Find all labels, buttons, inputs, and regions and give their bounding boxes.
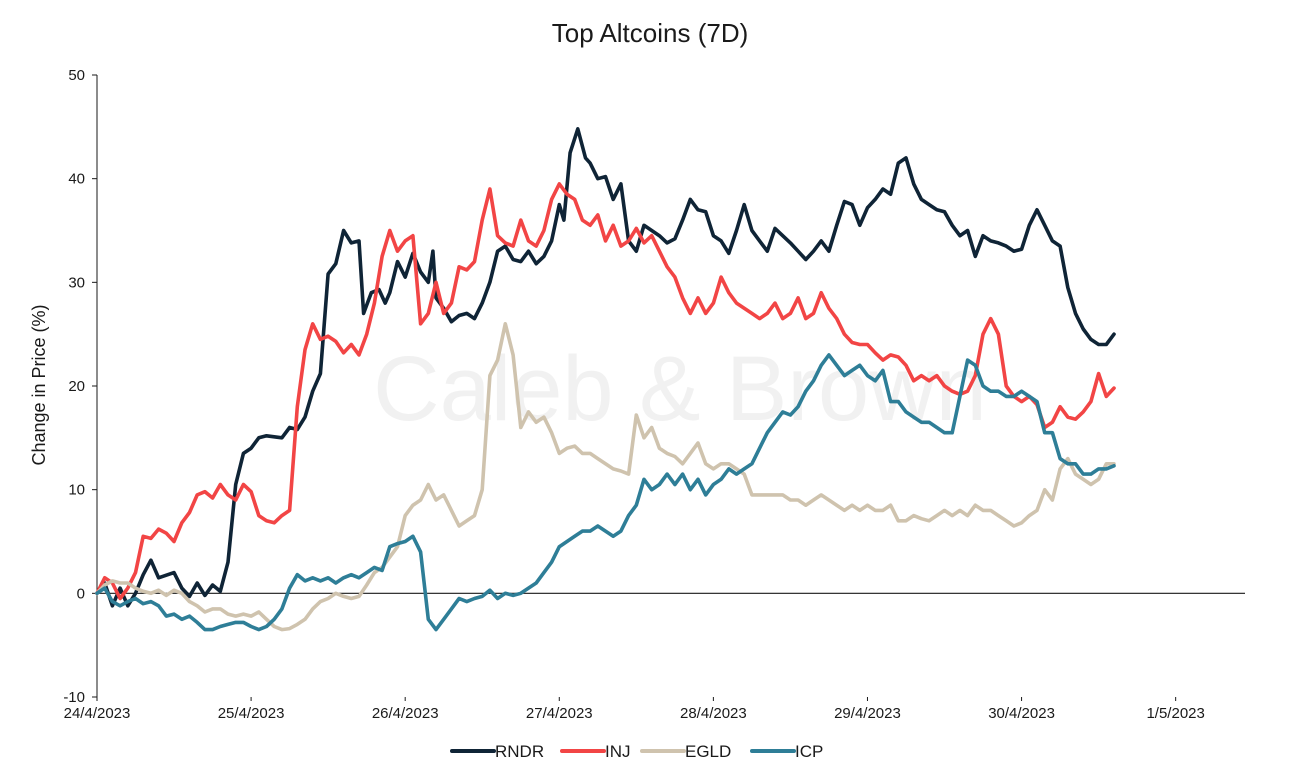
legend-label-rndr: RNDR xyxy=(495,742,544,761)
series-lines xyxy=(95,127,1116,632)
y-tick-label: -10 xyxy=(63,689,85,706)
y-axis-label: Change in Price (%) xyxy=(29,304,49,465)
y-tick-label: 10 xyxy=(68,482,85,499)
x-tick-label: 27/4/2023 xyxy=(526,705,593,722)
series-line-egld xyxy=(95,322,1116,632)
series-line-rndr xyxy=(95,127,1116,608)
x-tick-label: 26/4/2023 xyxy=(372,705,439,722)
y-tick-label: 30 xyxy=(68,274,85,291)
x-tick-label: 24/4/2023 xyxy=(64,705,131,722)
legend-label-egld: EGLD xyxy=(685,742,731,761)
x-tick-label: 28/4/2023 xyxy=(680,705,747,722)
y-tick-label: 40 xyxy=(68,171,85,188)
legend-label-icp: ICP xyxy=(795,742,823,761)
series-line-inj xyxy=(95,182,1116,601)
legend: RNDR INJ EGLD ICP xyxy=(450,742,823,761)
x-tick-label: 29/4/2023 xyxy=(834,705,901,722)
y-tick-label: 50 xyxy=(68,67,85,84)
chart-title: Top Altcoins (7D) xyxy=(552,18,749,48)
y-tick-label: 0 xyxy=(77,585,85,602)
watermark-text: Caleb & Brown xyxy=(373,338,987,440)
series-line-icp xyxy=(95,353,1116,632)
x-tick-label: 25/4/2023 xyxy=(218,705,285,722)
x-tick-label: 1/5/2023 xyxy=(1146,705,1204,722)
y-tick-label: 20 xyxy=(68,378,85,395)
legend-label-inj: INJ xyxy=(605,742,631,761)
x-tick-label: 30/4/2023 xyxy=(988,705,1055,722)
